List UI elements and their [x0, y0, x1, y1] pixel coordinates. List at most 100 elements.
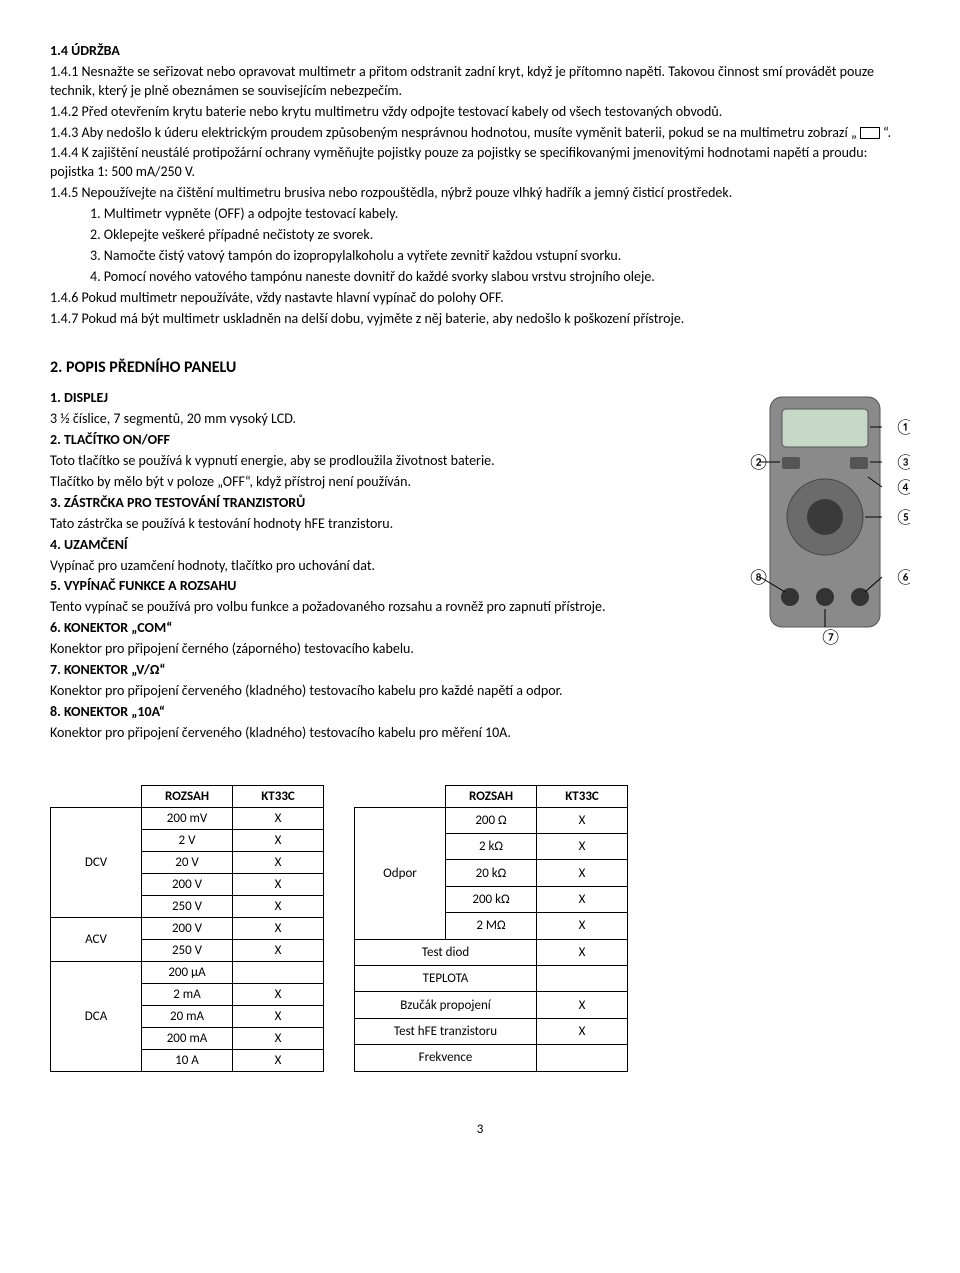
t-range: Tento vypínač se používá pro volbu funkc…: [50, 598, 720, 617]
svg-text:⑤: ⑤: [895, 508, 910, 527]
th-range-l: ROZSAH: [142, 785, 233, 807]
range-cell: 200 Ω: [446, 807, 537, 833]
th-model-l: KT33C: [233, 785, 324, 807]
section-1-4-title: 1.4 ÚDRŽBA: [50, 42, 910, 61]
h-transistor: 3. ZÁSTRČKA PRO TESTOVÁNÍ TRANZISTORŮ: [50, 494, 720, 513]
p-1-4-3: 1.4.3 Aby nedošlo k úderu elektrickým pr…: [50, 124, 910, 143]
h-range: 5. VYPÍNAČ FUNKCE A ROZSAHU: [50, 577, 720, 596]
t-lock: Vypínač pro uzamčení hodnoty, tlačítko p…: [50, 557, 720, 576]
range-cell: 200 mA: [142, 1027, 233, 1049]
p-1-4-1: 1.4.1 Nesnažte se seřizovat nebo opravov…: [50, 63, 910, 101]
multimeter-diagram: ① ② ③ ④ ⑤ ⑥ ⑦ ⑧: [740, 387, 910, 647]
value-cell: X: [537, 939, 628, 965]
range-cell: 10 A: [142, 1049, 233, 1071]
t-display: 3 ½ číslice, 7 segmentů, 20 mm vysoký LC…: [50, 410, 720, 429]
category-cell: Odpor: [355, 807, 446, 939]
table-row: ACV200 VX: [51, 917, 324, 939]
p-1-4-5: 1.4.5 Nepoužívejte na čištění multimetru…: [50, 184, 910, 203]
p-1-4-2: 1.4.2 Před otevřením krytu baterie nebo …: [50, 103, 910, 122]
svg-text:④: ④: [895, 478, 910, 497]
value-cell: X: [233, 1027, 324, 1049]
table-row: DCA200 µA: [51, 961, 324, 983]
value-cell: X: [233, 939, 324, 961]
value-cell: X: [233, 873, 324, 895]
p-1-4-7: 1.4.7 Pokud má být multimetr uskladněn n…: [50, 310, 910, 329]
table-row: Bzučák propojeníX: [355, 992, 628, 1018]
step-3: 3. Namočte čistý vatový tampón do izopro…: [90, 247, 910, 266]
panel-descriptions: 1. DISPLEJ 3 ½ číslice, 7 segmentů, 20 m…: [50, 387, 720, 744]
battery-icon: [860, 127, 880, 139]
step-2: 2. Oklepejte veškeré případné nečistoty …: [90, 226, 910, 245]
t-onoff-a: Toto tlačítko se používá k vypnutí energ…: [50, 452, 720, 471]
table-left: ROZSAH KT33C DCV200 mVX2 VX20 VX200 VX25…: [50, 785, 324, 1072]
category-cell: ACV: [51, 917, 142, 961]
p-1-4-4: 1.4.4 K zajištění neustálé protipožární …: [50, 144, 910, 182]
h-vohm: 7. KONEKTOR „V/Ω“: [50, 661, 720, 680]
h-10a: 8. KONEKTOR „10A“: [50, 703, 720, 722]
h-lock: 4. UZAMČENÍ: [50, 536, 720, 555]
cleaning-steps: 1. Multimetr vypněte (OFF) a odpojte tes…: [50, 205, 910, 287]
value-cell: X: [537, 1018, 628, 1044]
value-cell: [537, 965, 628, 991]
h-display: 1. DISPLEJ: [50, 389, 720, 408]
value-cell: X: [233, 851, 324, 873]
range-cell: 20 kΩ: [446, 860, 537, 886]
value-cell: [233, 961, 324, 983]
t-transistor: Tato zástrčka se používá k testování hod…: [50, 515, 720, 534]
value-cell: X: [537, 992, 628, 1018]
range-cell: 250 V: [142, 939, 233, 961]
range-cell: 20 mA: [142, 1005, 233, 1027]
range-cell: 250 V: [142, 895, 233, 917]
page-number: 3: [50, 1122, 910, 1137]
range-cell: Test hFE tranzistoru: [355, 1018, 537, 1044]
th-range-r: ROZSAH: [446, 785, 537, 807]
range-cell: 200 mV: [142, 807, 233, 829]
value-cell: X: [233, 917, 324, 939]
t-com: Konektor pro připojení černého (zápornéh…: [50, 640, 720, 659]
t-vohm: Konektor pro připojení červeného (kladné…: [50, 682, 720, 701]
t-10a: Konektor pro připojení červeného (kladné…: [50, 724, 720, 743]
range-cell: Frekvence: [355, 1045, 537, 1071]
table-right: ROZSAH KT33C Odpor200 ΩX2 kΩX20 kΩX200 k…: [354, 785, 628, 1072]
range-cell: Bzučák propojení: [355, 992, 537, 1018]
table-row: DCV200 mVX: [51, 807, 324, 829]
range-cell: 2 mA: [142, 983, 233, 1005]
category-cell: DCV: [51, 807, 142, 917]
range-cell: 2 MΩ: [446, 913, 537, 939]
table-row: Test diodX: [355, 939, 628, 965]
svg-text:⑧: ⑧: [748, 568, 769, 587]
range-cell: 20 V: [142, 851, 233, 873]
h-com: 6. KONEKTOR „COM“: [50, 619, 720, 638]
maintenance-section: 1.4 ÚDRŽBA 1.4.1 Nesnažte se seřizovat n…: [50, 42, 910, 328]
table-row: Test hFE tranzistoruX: [355, 1018, 628, 1044]
p-1-4-6: 1.4.6 Pokud multimetr nepoužíváte, vždy …: [50, 289, 910, 308]
svg-text:①: ①: [895, 418, 910, 437]
step-1: 1. Multimetr vypněte (OFF) a odpojte tes…: [90, 205, 910, 224]
table-row: Odpor200 ΩX: [355, 807, 628, 833]
value-cell: X: [537, 913, 628, 939]
value-cell: X: [537, 807, 628, 833]
range-cell: 200 µA: [142, 961, 233, 983]
value-cell: [537, 1045, 628, 1071]
table-row: Frekvence: [355, 1045, 628, 1071]
front-panel-section: 1. DISPLEJ 3 ½ číslice, 7 segmentů, 20 m…: [50, 387, 910, 744]
value-cell: X: [537, 860, 628, 886]
value-cell: X: [537, 886, 628, 912]
value-cell: X: [233, 1005, 324, 1027]
value-cell: X: [233, 807, 324, 829]
range-cell: 200 V: [142, 873, 233, 895]
th-model-r: KT33C: [537, 785, 628, 807]
t-onoff-b: Tlačítko by mělo být v poloze „OFF“, kdy…: [50, 473, 720, 492]
range-cell: 200 V: [142, 917, 233, 939]
category-cell: DCA: [51, 961, 142, 1071]
table-row: TEPLOTA: [355, 965, 628, 991]
range-cell: Test diod: [355, 939, 537, 965]
range-cell: 2 kΩ: [446, 834, 537, 860]
range-cell: 200 kΩ: [446, 886, 537, 912]
section-2-title: 2. POPIS PŘEDNÍHO PANELU: [50, 358, 910, 377]
range-cell: 2 V: [142, 829, 233, 851]
svg-text:⑥: ⑥: [895, 568, 910, 587]
value-cell: X: [233, 983, 324, 1005]
value-cell: X: [537, 834, 628, 860]
value-cell: X: [233, 895, 324, 917]
